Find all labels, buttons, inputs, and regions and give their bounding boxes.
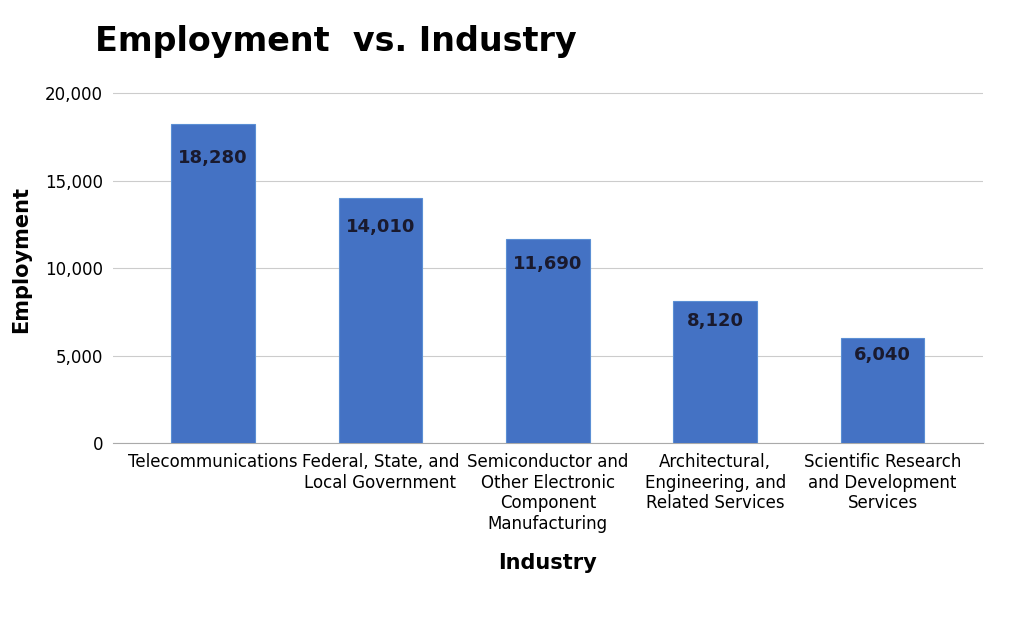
Bar bbox=[674, 301, 757, 443]
Text: 14,010: 14,010 bbox=[346, 218, 415, 235]
Bar bbox=[339, 198, 422, 443]
Bar bbox=[506, 239, 590, 443]
Text: 18,280: 18,280 bbox=[178, 149, 248, 167]
Text: Employment  vs. Industry: Employment vs. Industry bbox=[95, 25, 577, 58]
Text: 6,040: 6,040 bbox=[854, 346, 911, 364]
X-axis label: Industry: Industry bbox=[499, 553, 597, 573]
Y-axis label: Employment: Employment bbox=[11, 186, 31, 333]
Text: 8,120: 8,120 bbox=[687, 313, 743, 330]
Bar bbox=[841, 337, 925, 443]
Text: 11,690: 11,690 bbox=[513, 255, 583, 273]
Bar bbox=[171, 123, 255, 443]
